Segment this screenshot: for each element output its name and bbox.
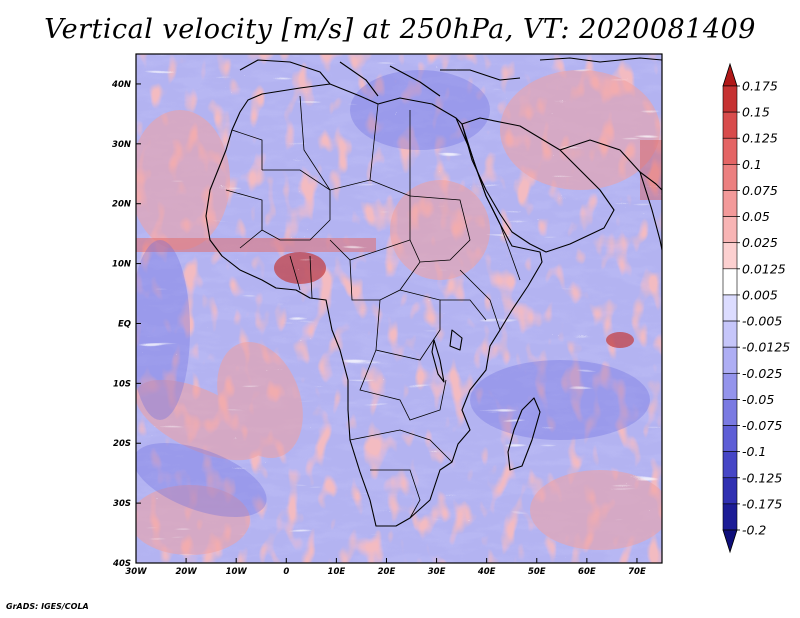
colorbar-swatch	[722, 268, 738, 296]
plot-frame	[135, 53, 663, 564]
lat-tick-label: 30N	[112, 140, 131, 150]
colorbar-label: 0.025	[742, 235, 778, 250]
colorbar-swatch	[722, 164, 738, 191]
colorbar-label: 0.05	[742, 209, 770, 224]
lon-tick-group: 30W 20W 10W 0 10E 20E 30E 40E 50E 60E 70E	[125, 558, 646, 577]
colorbar-label: 0.1	[742, 157, 762, 172]
colorbar-swatch	[722, 372, 738, 400]
plot-area	[136, 54, 662, 563]
lat-tick-label: 30S	[113, 499, 131, 509]
lat-tick-label: 10S	[113, 379, 131, 389]
colorbar-swatch	[722, 137, 738, 165]
lat-tick-label: 40S	[112, 559, 131, 569]
colorbar-label: 0.125	[742, 131, 778, 146]
colorbar-swatch	[722, 111, 738, 139]
colorbar-swatch	[722, 503, 738, 531]
lon-tick-label: 10E	[328, 567, 346, 577]
colorbar-swatch	[722, 477, 738, 505]
lon-tick-label: 20W	[175, 567, 197, 577]
colorbar-label: -0.05	[742, 392, 774, 407]
colorbar-label: -0.1	[742, 444, 766, 459]
colorbar-label: 0.175	[742, 79, 778, 94]
coastlines	[205, 57, 662, 527]
lon-tick-label: 40E	[477, 567, 496, 577]
borders	[225, 95, 521, 519]
colorbar-swatch	[722, 294, 738, 322]
lon-tick-label: 30W	[125, 567, 147, 577]
colorbar-label: 0.005	[742, 287, 778, 302]
lat-tick-label: 40N	[111, 80, 131, 90]
lat-tick-label: 20S	[113, 439, 131, 449]
lon-tick-label: 50E	[528, 567, 546, 577]
colorbar-swatch	[722, 425, 738, 452]
colorbar-label: -0.075	[742, 418, 782, 433]
colorbar-swatch	[722, 216, 738, 244]
colorbar-swatch	[722, 346, 738, 374]
colorbar-label: -0.005	[742, 314, 782, 329]
colorbar-swatch	[722, 320, 738, 348]
colorbar-swatch	[722, 399, 738, 426]
lon-tick-label: 0	[283, 567, 289, 577]
colorbar-bottom-arrow	[722, 529, 738, 554]
lon-tick-label: 10W	[226, 567, 248, 577]
colorbar-swatch	[722, 451, 738, 479]
grads-credit: GrADS: IGES/COLA	[6, 602, 89, 611]
lon-tick-label: 20E	[378, 567, 396, 577]
chart-title: Vertical velocity [m/s] at 250hPa, VT: 2…	[44, 14, 756, 45]
colorbar-top-arrow	[722, 62, 738, 87]
colorbar-label: -0.125	[742, 470, 782, 485]
lon-tick-label: 60E	[578, 567, 596, 577]
lat-tick-label: EQ	[118, 319, 131, 329]
streak-texture	[136, 54, 662, 563]
lat-tick-label: 10N	[112, 260, 131, 270]
lat-tick-label: 20N	[112, 200, 131, 210]
lon-tick-label: 70E	[628, 567, 646, 577]
colorbar: 0.175 0.15 0.125 0.1 0.075 0.05 0.025 0.0125 0.0…	[722, 62, 790, 554]
colorbar-swatch	[722, 190, 738, 217]
map-chart: 30W 20W 10W 0 10E 20E 30E 40E 50E 60E 70E 40N 30N 20…	[111, 53, 790, 577]
colorbar-swatch	[722, 242, 738, 270]
lat-tick-group: 40N 30N 20N 10N EQ 10S 20S 30S 40S	[111, 80, 141, 569]
colorbar-label: 0.0125	[742, 261, 786, 276]
colorbar-label: -0.0125	[742, 340, 790, 355]
colorbar-label: 0.075	[742, 183, 778, 198]
colorbar-label: -0.025	[742, 366, 782, 381]
colorbar-label: 0.15	[742, 105, 770, 120]
lon-tick-label: 30E	[428, 567, 446, 577]
colorbar-swatch	[722, 85, 738, 113]
colorbar-label: -0.2	[742, 523, 766, 538]
colorbar-label: -0.175	[742, 496, 782, 511]
